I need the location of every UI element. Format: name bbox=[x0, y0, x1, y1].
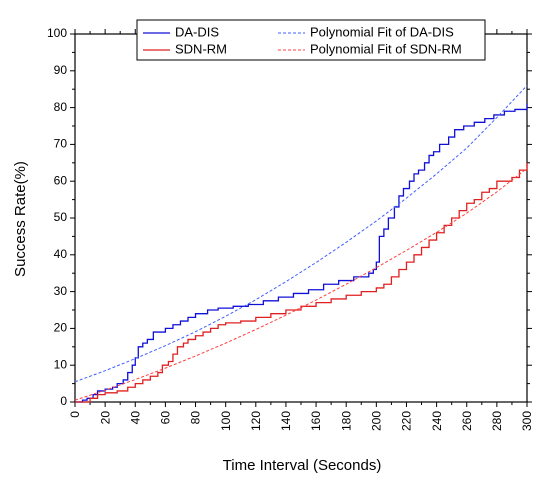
y-tick-label: 60 bbox=[54, 173, 68, 187]
legend-label-polynomial-fit-of-da-dis: Polynomial Fit of DA-DIS bbox=[310, 24, 454, 39]
series-line-sdn-rm bbox=[75, 162, 528, 403]
x-tick-label: 120 bbox=[249, 411, 263, 431]
y-tick-label: 40 bbox=[54, 247, 68, 261]
legend: DA-DIS SDN-RM Polynomial Fit of DA-DIS Poly… bbox=[136, 19, 486, 61]
x-tick-label: 80 bbox=[189, 411, 203, 425]
y-tick-label: 30 bbox=[54, 284, 68, 298]
x-tick-label: 180 bbox=[339, 411, 353, 431]
x-tick-label: 260 bbox=[460, 411, 474, 431]
x-tick-label: 200 bbox=[370, 411, 384, 431]
y-axis-title: Success Rate(%) bbox=[12, 161, 29, 277]
x-tick-label: 220 bbox=[400, 411, 414, 431]
x-tick-label: 60 bbox=[159, 411, 173, 425]
y-tick-label: 50 bbox=[54, 210, 68, 224]
x-tick-label: 140 bbox=[279, 411, 293, 431]
y-tick-label: 0 bbox=[60, 394, 67, 408]
series-layer bbox=[74, 85, 528, 403]
legend-box bbox=[136, 19, 486, 61]
y-tick-label: 20 bbox=[54, 321, 68, 335]
series-line-da-dis bbox=[75, 103, 528, 403]
x-axis-title: Time Interval (Seconds) bbox=[223, 457, 382, 474]
x-tick-label: 100 bbox=[219, 411, 233, 431]
x-tick-label: 40 bbox=[128, 411, 142, 425]
x-tick-label: 20 bbox=[98, 411, 112, 425]
y-tick-label: 10 bbox=[54, 357, 68, 371]
legend-label-sdn-rm: SDN-RM bbox=[175, 41, 227, 56]
x-tick-label: 160 bbox=[309, 411, 323, 431]
y-tick-label: 90 bbox=[54, 63, 68, 77]
x-tick-label: 300 bbox=[520, 411, 534, 431]
axes: 0 20 40 60 80 100 120 140 160 180 200 220 240 260 280 3… bbox=[47, 26, 534, 431]
y-tick-label: 80 bbox=[54, 100, 68, 114]
y-tick-label: 100 bbox=[47, 26, 67, 40]
x-tick-label: 240 bbox=[430, 411, 444, 431]
series-line-polynomial-fit-of-da-dis bbox=[74, 85, 528, 383]
legend-label-polynomial-fit-of-sdn-rm: Polynomial Fit of SDN-RM bbox=[310, 41, 462, 56]
legend-label-da-dis: DA-DIS bbox=[175, 24, 219, 39]
series-line-polynomial-fit-of-sdn-rm bbox=[74, 167, 528, 401]
y-tick-label: 70 bbox=[54, 137, 68, 151]
x-tick-label: 280 bbox=[490, 411, 504, 431]
x-tick-label: 0 bbox=[68, 411, 82, 418]
